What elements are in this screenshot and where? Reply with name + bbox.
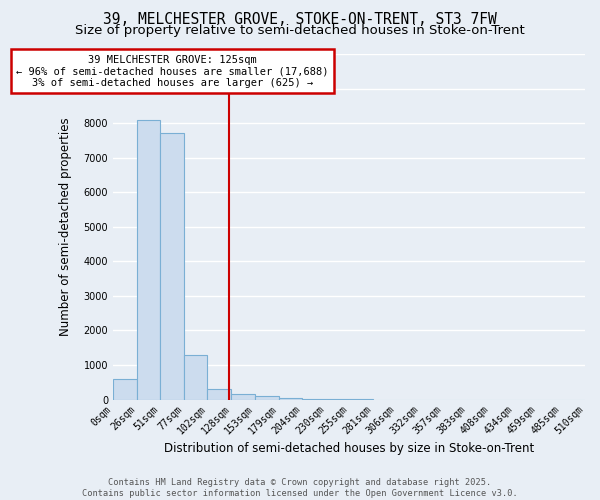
Bar [184,354,208,400]
Bar [137,120,160,400]
X-axis label: Distribution of semi-detached houses by size in Stoke-on-Trent: Distribution of semi-detached houses by … [164,442,534,455]
Text: 39, MELCHESTER GROVE, STOKE-ON-TRENT, ST3 7FW: 39, MELCHESTER GROVE, STOKE-ON-TRENT, ST… [103,12,497,28]
Text: Contains HM Land Registry data © Crown copyright and database right 2025.
Contai: Contains HM Land Registry data © Crown c… [82,478,518,498]
Bar [160,134,184,400]
Bar [113,379,137,400]
Text: 39 MELCHESTER GROVE: 125sqm
← 96% of semi-detached houses are smaller (17,688)
3: 39 MELCHESTER GROVE: 125sqm ← 96% of sem… [16,54,328,88]
Bar [232,394,254,400]
Bar [302,399,326,400]
Text: Size of property relative to semi-detached houses in Stoke-on-Trent: Size of property relative to semi-detach… [75,24,525,37]
Y-axis label: Number of semi-detached properties: Number of semi-detached properties [59,118,72,336]
Bar [278,398,302,400]
Bar [208,389,232,400]
Bar [254,396,278,400]
